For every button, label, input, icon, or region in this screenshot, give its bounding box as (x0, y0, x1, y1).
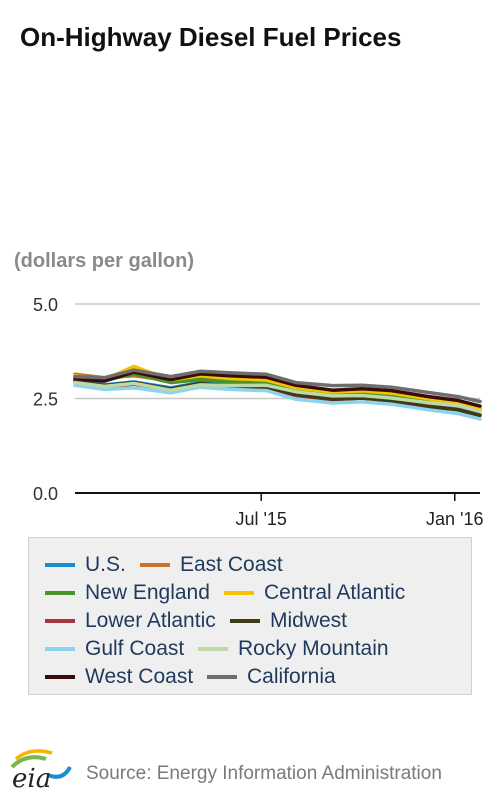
legend-label: Rocky Mountain (238, 637, 389, 660)
svg-text:eia: eia (12, 764, 51, 793)
legend-item-lower-atlantic: Lower Atlantic (45, 608, 216, 634)
legend-label: East Coast (180, 553, 283, 576)
legend-label: California (247, 665, 336, 688)
legend-swatch (45, 619, 75, 623)
legend-swatch (198, 647, 228, 651)
legend-label: U.S. (85, 553, 126, 576)
legend-label: Central Atlantic (264, 581, 406, 604)
chart-title: On-Highway Diesel Fuel Prices (20, 22, 402, 52)
legend-item-gulf-coast: Gulf Coast (45, 636, 184, 662)
eia-logo: eia (10, 749, 72, 793)
legend-label: New England (85, 581, 210, 604)
x-tick-label: Jan '16 (426, 509, 483, 525)
series-lines (73, 364, 482, 421)
legend-item-u-s: U.S. (45, 552, 126, 578)
legend-label: Lower Atlantic (85, 609, 216, 632)
series-line-california (73, 368, 482, 404)
legend-label: Midwest (270, 609, 348, 632)
series-line-rocky-mountain (73, 380, 482, 414)
legend-label: West Coast (85, 665, 194, 688)
legend-swatch (45, 563, 75, 567)
y-tick-labels: 0.0 2.5 5.0 (33, 295, 58, 504)
legend-label: Gulf Coast (85, 637, 185, 660)
legend-item-central-atlantic: Central Atlantic (224, 580, 405, 606)
legend-swatch (230, 619, 260, 623)
legend-item-rocky-mountain: Rocky Mountain (198, 636, 389, 662)
y-tick-label: 5.0 (33, 295, 58, 315)
legend-item-midwest: Midwest (230, 608, 347, 634)
legend-item-california: California (207, 664, 336, 690)
legend-swatch (45, 647, 75, 651)
chart-legend: U.S. East Coast New England Central Atlanti… (28, 537, 472, 695)
legend-swatch (207, 675, 237, 679)
series-line-central-atlantic (73, 364, 482, 411)
legend-swatch (45, 591, 75, 595)
legend-swatch (140, 563, 170, 567)
legend-item-east-coast: East Coast (140, 552, 283, 578)
source-credit: Source: Energy Information Administratio… (86, 763, 442, 784)
legend-item-west-coast: West Coast (45, 664, 193, 690)
series-line-west-coast (73, 370, 482, 408)
x-axis: Jul '15 Jan '16 (75, 492, 483, 525)
y-tick-label: 0.0 (33, 484, 58, 504)
line-chart: 0.0 2.5 5.0 Jul '15 Jan '16 (33, 295, 484, 525)
x-tick-label: Jul '15 (235, 509, 286, 525)
legend-item-new-england: New England (45, 580, 210, 606)
legend-swatch (45, 675, 75, 679)
series-line-gulf-coast (73, 383, 482, 421)
y-tick-label: 2.5 (33, 390, 58, 410)
y-axis-unit-label: (dollars per gallon) (14, 250, 195, 272)
legend-swatch (224, 591, 254, 595)
